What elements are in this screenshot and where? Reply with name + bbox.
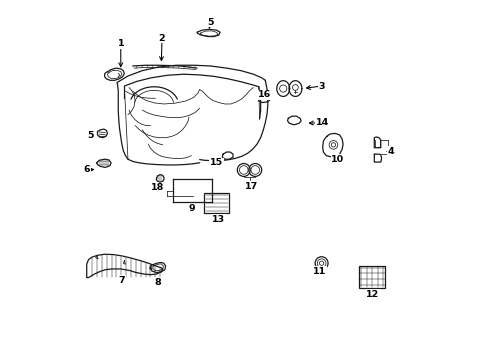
Text: 5: 5 — [207, 18, 213, 27]
Text: 15: 15 — [209, 158, 223, 167]
Text: 16: 16 — [257, 90, 270, 99]
Text: 18: 18 — [151, 183, 164, 192]
Text: 2: 2 — [159, 34, 165, 43]
Text: 14: 14 — [315, 118, 328, 127]
Text: 8: 8 — [154, 278, 161, 287]
Text: 13: 13 — [212, 215, 225, 224]
Text: 1: 1 — [117, 39, 124, 48]
Text: 10: 10 — [330, 155, 344, 164]
Text: 12: 12 — [366, 289, 379, 298]
Text: 7: 7 — [118, 276, 125, 285]
Text: 11: 11 — [312, 267, 326, 276]
Text: 6: 6 — [83, 166, 90, 175]
Bar — [204, 193, 229, 213]
Text: 9: 9 — [188, 204, 194, 213]
Text: 3: 3 — [318, 82, 324, 91]
Text: 17: 17 — [244, 182, 258, 191]
Text: 4: 4 — [386, 147, 393, 156]
Bar — [358, 266, 385, 288]
Text: 5: 5 — [87, 131, 94, 140]
